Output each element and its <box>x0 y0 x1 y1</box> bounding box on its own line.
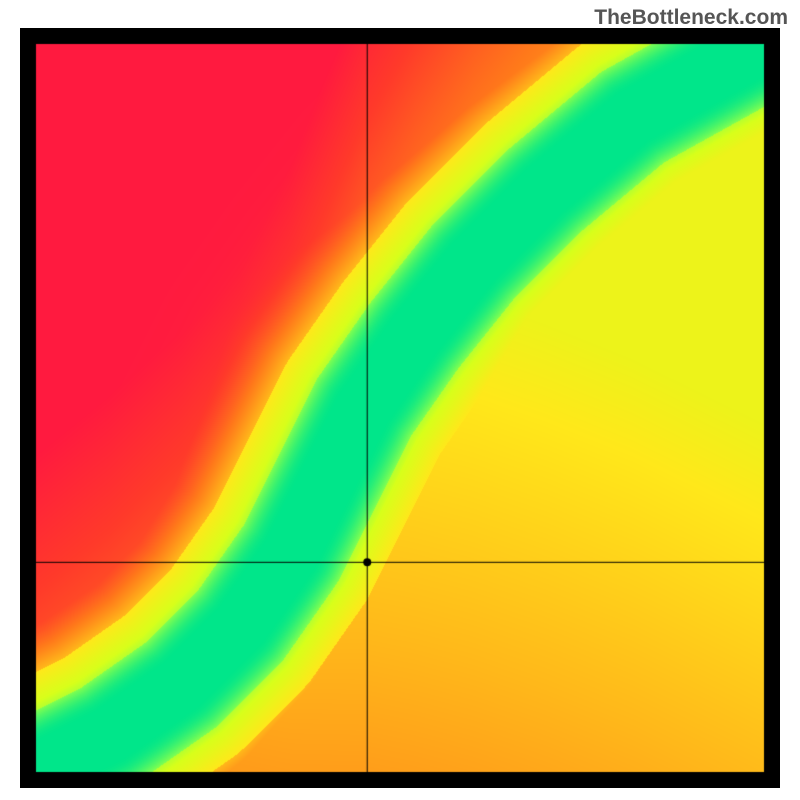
heatmap-plot <box>20 28 780 788</box>
chart-container: TheBottleneck.com <box>0 0 800 800</box>
watermark-text: TheBottleneck.com <box>594 6 788 30</box>
heatmap-canvas <box>20 28 780 788</box>
